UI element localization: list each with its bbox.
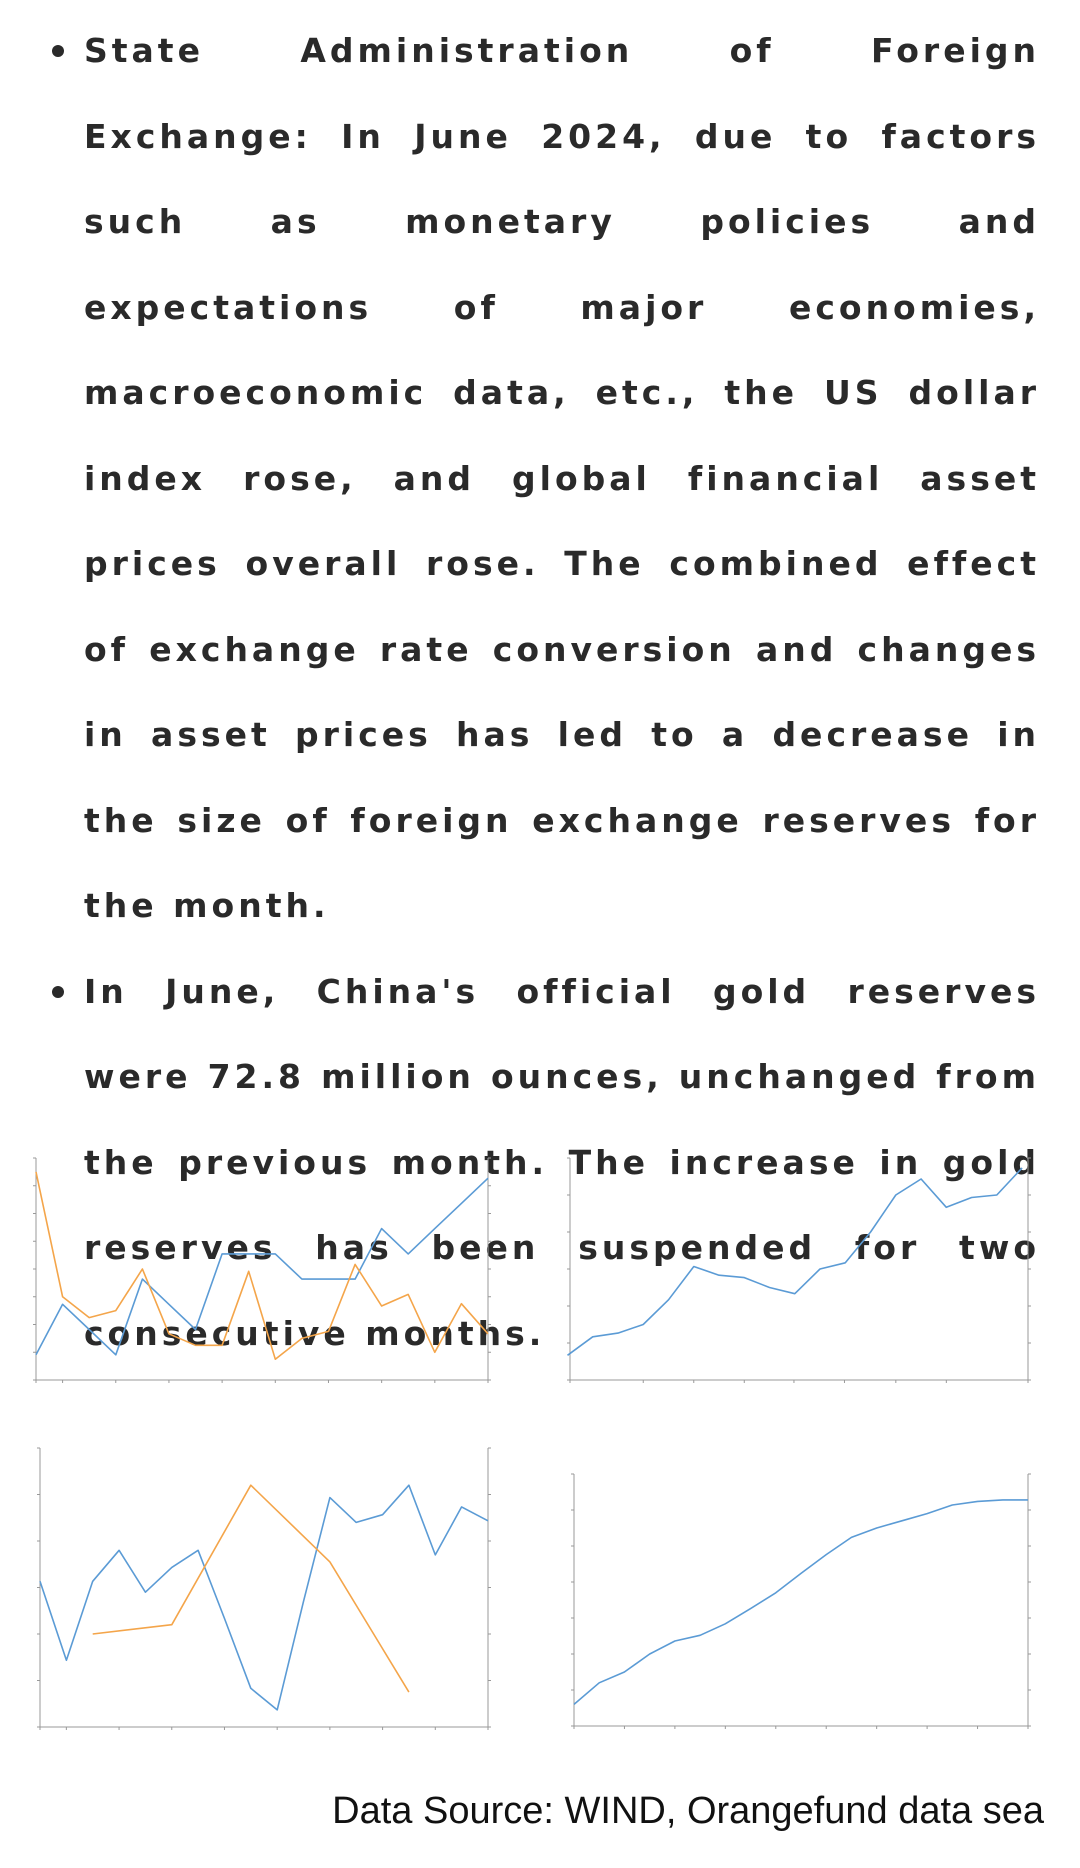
series-line-0 <box>39 1484 489 1711</box>
chart-japan-stocks-svg <box>567 1157 1031 1383</box>
series-line-1 <box>92 1484 410 1693</box>
bullet-safe-fx: State Administration of Foreign Exchange… <box>48 8 1040 949</box>
bullet-dot <box>52 45 64 57</box>
chart-employment <box>6 1100 528 1420</box>
chart-gold-reserves-svg <box>571 1473 1031 1729</box>
chart-fx-reserves <box>6 1420 528 1765</box>
series-line-0 <box>573 1499 1028 1706</box>
chart-japan-stocks <box>536 1100 1074 1420</box>
series-line-0 <box>567 1167 1023 1356</box>
chart-fx-reserves-svg <box>37 1447 491 1730</box>
chart-gold-reserves <box>536 1432 1074 1764</box>
bullet-text: State Administration of Foreign Exchange… <box>84 31 1040 925</box>
chart-employment-svg <box>33 1157 491 1383</box>
series-line-0 <box>35 1177 489 1356</box>
bullet-dot <box>52 985 64 998</box>
bullet-gold-reserves: In June, China's official gold reserves … <box>48 949 1040 1377</box>
bullet-list: State Administration of Foreign Exchange… <box>48 8 1040 1376</box>
data-source: Data Source: WIND, Orangefund data sea <box>332 1790 1044 1832</box>
series-line-1 <box>35 1171 489 1361</box>
bullet-text: In June, China's official gold reserves … <box>84 971 1040 1353</box>
